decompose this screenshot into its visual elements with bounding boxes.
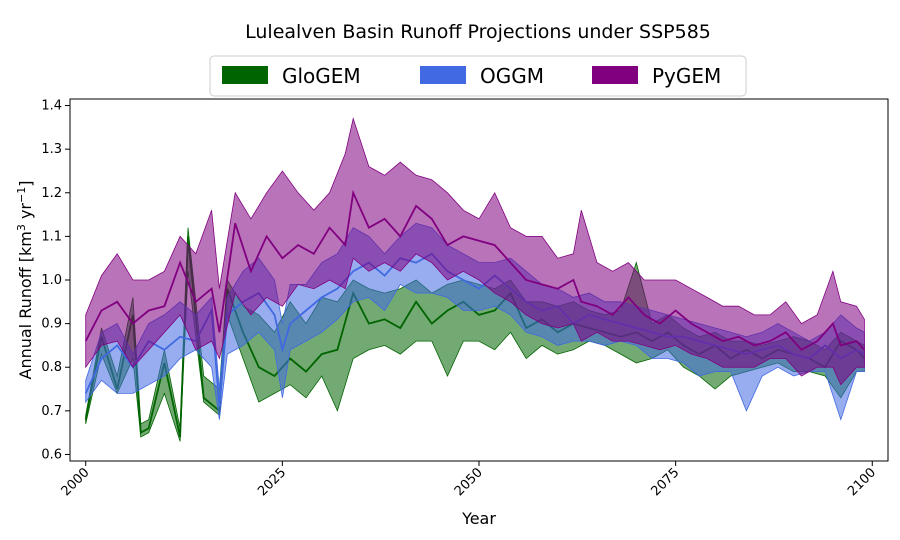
legend-label-glogem: GloGEM — [282, 64, 361, 88]
y-tick-label: 0.8 — [41, 360, 62, 375]
series-layer — [84, 117, 866, 442]
series-pygem — [84, 117, 866, 386]
y-tick-label: 1.1 — [41, 229, 62, 244]
y-tick-label: 1.0 — [41, 273, 62, 288]
y-tick-label: 0.6 — [41, 447, 62, 462]
y-label-sup1: 3 — [15, 224, 28, 231]
y-tick-label: 0.7 — [41, 404, 62, 419]
legend-swatch-oggm — [420, 66, 466, 84]
y-tick-label: 1.3 — [41, 142, 62, 157]
x-axis-label: Year — [461, 509, 496, 528]
y-label-main: Annual Runoff [km — [16, 231, 35, 379]
y-label-end: ] — [16, 181, 35, 187]
legend: GloGEM OGGM PyGEM — [209, 55, 747, 97]
chart-title: Lulealven Basin Runoff Projections under… — [245, 21, 711, 43]
legend-label-oggm: OGGM — [480, 64, 544, 88]
line-pygem — [84, 189, 866, 351]
y-tick-label: 1.2 — [41, 186, 62, 201]
legend-label-pygem: PyGEM — [652, 64, 721, 88]
y-label-sup2: −1 — [15, 187, 28, 203]
y-tick-label: 1.4 — [41, 99, 62, 114]
y-axis-label: Annual Runoff [km3 yr−1] — [15, 181, 36, 380]
y-label-mid: yr — [16, 203, 35, 225]
legend-swatch-glogem — [222, 66, 268, 84]
y-tick-label: 0.9 — [41, 317, 62, 332]
legend-swatch-pygem — [592, 66, 638, 84]
band-pygem — [85, 117, 865, 386]
